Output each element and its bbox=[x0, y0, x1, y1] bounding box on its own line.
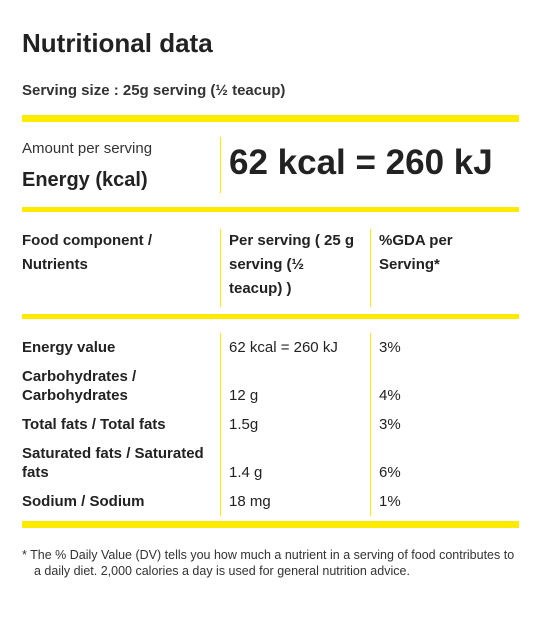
per-serving: 18 mg bbox=[220, 487, 371, 516]
nutrient-name: Saturated fats / Saturated fats bbox=[22, 445, 204, 481]
gda-percent: 4% bbox=[370, 362, 519, 410]
energy-value: 62 kcal = 260 kJ bbox=[229, 143, 493, 182]
nutrient-name: Sodium / Sodium bbox=[22, 493, 145, 510]
gda-percent: 6% bbox=[370, 439, 519, 487]
divider bbox=[220, 137, 221, 193]
divider bbox=[22, 207, 519, 212]
nutrient-name: Carbohydrates / Carbohydrates bbox=[22, 368, 137, 404]
energy-label: Energy (kcal) bbox=[22, 169, 148, 191]
header-cell: Per serving ( 25 g serving (½ teacup) ) bbox=[220, 229, 371, 307]
divider bbox=[22, 115, 519, 122]
per-serving: 1.5g bbox=[220, 410, 371, 439]
per-serving: 62 kcal = 260 kJ bbox=[220, 333, 371, 362]
header-cell: Food component / Nutrients bbox=[22, 232, 152, 273]
title: Nutritional data bbox=[22, 28, 213, 58]
table-row: Carbohydrates / Carbohydrates 12 g 4% bbox=[22, 362, 519, 410]
gda-percent: 3% bbox=[370, 333, 519, 362]
table-header: Food component / Nutrients Per serving (… bbox=[22, 229, 519, 307]
energy-caption: Amount per serving bbox=[22, 140, 153, 157]
table-row: Energy value 62 kcal = 260 kJ 3% bbox=[22, 333, 519, 362]
table-row: Sodium / Sodium 18 mg 1% bbox=[22, 487, 519, 516]
per-serving: 12 g bbox=[220, 362, 371, 410]
divider bbox=[22, 314, 519, 319]
nutrient-name: Energy value bbox=[22, 339, 116, 356]
table-row: Total fats / Total fats 1.5g 3% bbox=[22, 410, 519, 439]
gda-percent: 1% bbox=[370, 487, 519, 516]
table-body: Energy value 62 kcal = 260 kJ 3% Carbohydra… bbox=[22, 333, 519, 516]
divider bbox=[22, 521, 519, 528]
table-row: Saturated fats / Saturated fats 1.4 g 6% bbox=[22, 439, 519, 487]
gda-percent: 3% bbox=[370, 410, 519, 439]
per-serving: 1.4 g bbox=[220, 439, 371, 487]
serving-size: Serving size : 25g serving (½ teacup) bbox=[22, 82, 286, 99]
header-cell: %GDA per Serving* bbox=[370, 229, 519, 307]
nutrient-name: Total fats / Total fats bbox=[22, 416, 166, 433]
footnote: * The % Daily Value (DV) tells you how m… bbox=[22, 548, 515, 578]
header-row: Food component / Nutrients Per serving (… bbox=[22, 229, 519, 307]
